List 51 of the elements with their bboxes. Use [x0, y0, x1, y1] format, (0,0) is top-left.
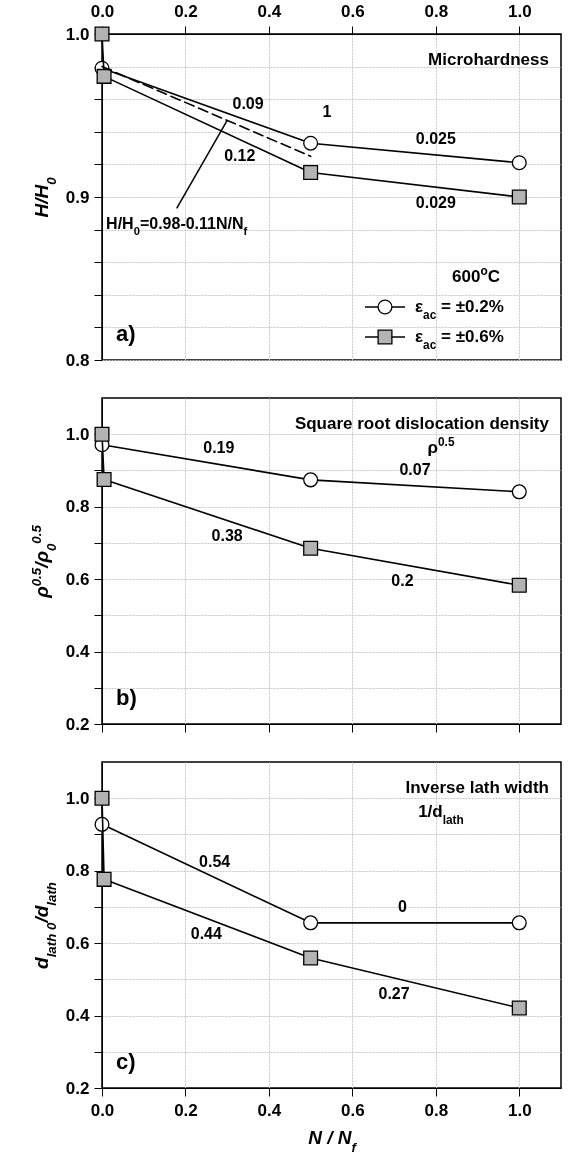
y-tick-label: 0.9 — [65, 187, 90, 207]
annotation: a) — [116, 321, 136, 346]
x-tick-label: 0.2 — [174, 1, 198, 21]
text: ρ$^{0.5}$ — [427, 435, 455, 457]
x-tick-label: 1.0 — [507, 1, 532, 21]
y-tick-label: 1.0 — [65, 788, 90, 808]
y-tick-label: 0.6 — [65, 569, 90, 589]
y-tick-label: 0.4 — [65, 642, 91, 662]
text: 1/d$_{lath}$ — [418, 802, 464, 827]
y-tick-label: 0.2 — [65, 714, 90, 734]
x-tick-label: 0.8 — [424, 1, 449, 21]
text: Inverse lath width — [405, 778, 549, 797]
annotation: 0.44 — [190, 925, 222, 943]
y-tick-label: 0.2 — [65, 1078, 90, 1098]
x-tick-label: 0.6 — [341, 1100, 365, 1120]
annotation: 0.27 — [378, 984, 410, 1002]
legend-label: ε$_{ac}$ = ±0.6% — [415, 327, 504, 352]
text: Square root dislocation density — [294, 414, 550, 433]
annotation: 0.12 — [224, 146, 256, 164]
y-tick-label: 1.0 — [65, 24, 90, 44]
annotation: 0.19 — [203, 439, 235, 457]
y-tick-label: 1.0 — [65, 424, 90, 444]
x-tick-label: 0.8 — [424, 1100, 449, 1120]
legend-title: 600$^{o}$C — [452, 264, 500, 286]
text: Microhardness — [428, 50, 549, 69]
y-tick-label: 0.6 — [65, 933, 90, 953]
annotation: H/H$_{0}$=0.98-0.11N/N$_{f}$ — [106, 215, 248, 238]
x-tick-label: 0.4 — [257, 1, 282, 21]
annotation: 0.38 — [211, 527, 243, 545]
x-tick-label: 1.0 — [507, 1100, 532, 1120]
annotation: c) — [116, 1049, 136, 1074]
y-tick-label: 0.8 — [65, 497, 90, 517]
annotation: 1 — [322, 103, 332, 121]
x-tick-label: 0.2 — [174, 1100, 198, 1120]
x-tick-label: 0.6 — [341, 1, 365, 21]
y-tick-label: 0.8 — [65, 861, 90, 881]
annotation: 0.2 — [391, 571, 414, 589]
x-tick-label: 0.0 — [90, 1100, 115, 1120]
x-axis-title: N / N$_{f}$ — [308, 1126, 358, 1154]
x-tick-label: 0.4 — [257, 1100, 282, 1120]
annotation: 0.54 — [199, 852, 231, 870]
annotation: 0.029 — [415, 194, 456, 212]
y-tick-label: 0.4 — [65, 1006, 91, 1026]
x-tick-label: 0.0 — [90, 1, 115, 21]
annotation: b) — [116, 685, 137, 710]
y-tick-label: 0.8 — [65, 350, 90, 370]
annotation: 0.025 — [415, 129, 456, 147]
annotation: 0.07 — [399, 460, 431, 478]
annotation: 0.09 — [232, 95, 264, 113]
annotation: 0 — [397, 897, 407, 915]
legend-label: ε$_{ac}$ = ±0.2% — [415, 297, 504, 322]
